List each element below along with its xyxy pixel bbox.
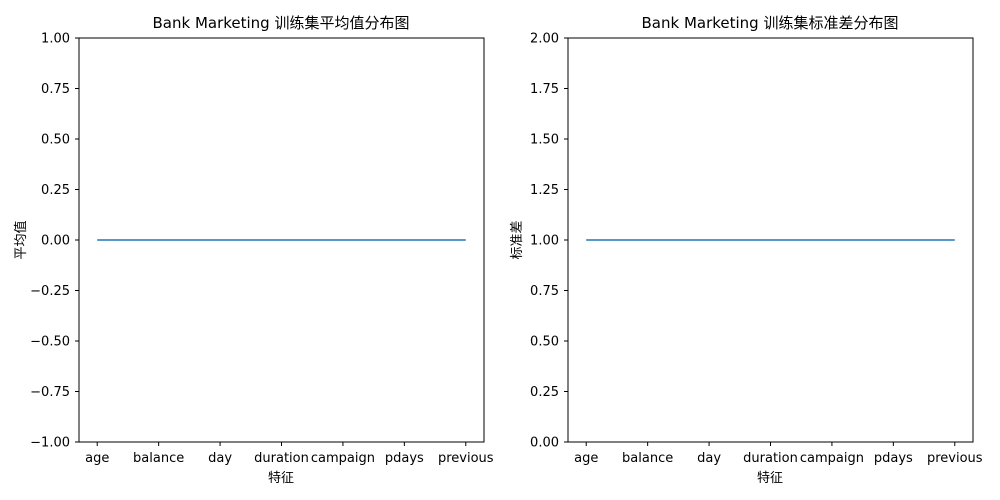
mean-xtick-label: campaign bbox=[311, 451, 375, 466]
mean-ytick-label: −0.75 bbox=[30, 385, 70, 400]
std-ytick-label: 0.25 bbox=[530, 385, 559, 400]
mean-ytick-label: −1.00 bbox=[30, 436, 70, 451]
std-ytick-label: 0.00 bbox=[530, 436, 559, 451]
mean-ytick-label: 0.75 bbox=[41, 82, 70, 97]
mean-chart-xlabel: 特征 bbox=[268, 471, 294, 486]
mean-ytick-label: 0.00 bbox=[41, 234, 70, 249]
mean-ytick-label: −0.50 bbox=[30, 335, 70, 350]
mean-ytick-label: −0.25 bbox=[30, 284, 70, 299]
mean-xtick-label: age bbox=[85, 451, 109, 466]
mean-ytick-label: 0.25 bbox=[41, 183, 70, 198]
std-chart-ylabel: 标准差 bbox=[510, 220, 525, 259]
mean-chart-title: Bank Marketing 训练集平均值分布图 bbox=[153, 14, 410, 32]
std-xtick-label: campaign bbox=[800, 451, 864, 466]
std-ytick-label: 1.00 bbox=[530, 234, 559, 249]
std-xtick-label: previous bbox=[927, 451, 983, 466]
mean-xtick-label: duration bbox=[254, 451, 309, 466]
std-ytick-label: 1.50 bbox=[530, 133, 559, 148]
std-chart-title: Bank Marketing 训练集标准差分布图 bbox=[642, 14, 899, 32]
mean-xtick-label: pdays bbox=[385, 451, 424, 466]
std-xtick-label: duration bbox=[743, 451, 798, 466]
mean-xtick-label: previous bbox=[438, 451, 494, 466]
std-ytick-label: 0.75 bbox=[530, 284, 559, 299]
mean-chart: Bank Marketing 训练集平均值分布图 −1.00 −0.75 −0.50… bbox=[13, 14, 494, 486]
mean-xtick-label: day bbox=[208, 451, 232, 466]
mean-chart-plot: −1.00 −0.75 −0.50 −0.25 0.00 0.25 0.50 0.75 1.00… bbox=[30, 32, 494, 467]
std-xtick-label: age bbox=[574, 451, 598, 466]
std-ytick-label: 1.75 bbox=[530, 82, 559, 97]
std-xtick-label: day bbox=[697, 451, 721, 466]
std-xtick-label: balance bbox=[622, 451, 673, 466]
mean-ytick-label: 1.00 bbox=[41, 32, 70, 47]
std-ytick-label: 1.25 bbox=[530, 183, 559, 198]
std-ytick-label: 0.50 bbox=[530, 335, 559, 350]
std-chart-xlabel: 特征 bbox=[757, 471, 783, 486]
mean-xtick-label: balance bbox=[133, 451, 184, 466]
std-ytick-label: 2.00 bbox=[530, 32, 559, 47]
std-chart: Bank Marketing 训练集标准差分布图 0.00 0.25 0.50 0.7… bbox=[510, 14, 983, 486]
mean-ytick-label: 0.50 bbox=[41, 133, 70, 148]
std-chart-plot: 0.00 0.25 0.50 0.75 1.00 1.25 1.50 1.75 2.00 age b… bbox=[530, 32, 983, 467]
mean-chart-ylabel: 平均值 bbox=[13, 220, 29, 259]
std-xtick-label: pdays bbox=[874, 451, 913, 466]
